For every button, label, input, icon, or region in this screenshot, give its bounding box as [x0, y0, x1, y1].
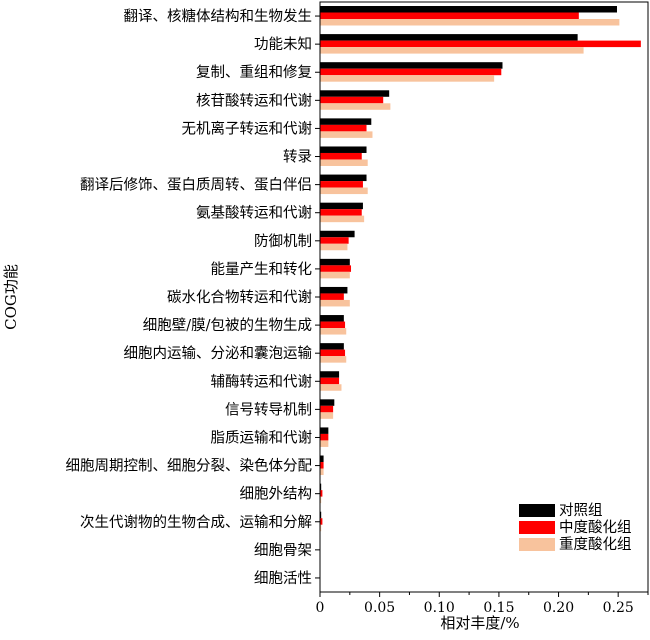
bar-1-11 — [320, 287, 347, 294]
bar-3-15 — [320, 412, 333, 419]
y-tick-label-9: 防御机制 — [254, 233, 312, 250]
bar-3-7 — [320, 188, 368, 195]
y-tick-label-18: 细胞外结构 — [240, 486, 313, 503]
bar-2-7 — [320, 181, 363, 188]
bar-3-8 — [320, 216, 364, 223]
y-axis: 翻译、核糖体结构和生物发生功能未知复制、重组和修复核苷酸转运和代谢无机离子转运和… — [66, 8, 321, 587]
bar-2-6 — [320, 153, 362, 160]
bar-3-11 — [320, 300, 350, 307]
legend-label-2: 中度酸化组 — [559, 519, 632, 536]
bar-1-8 — [320, 203, 363, 210]
bar-2-5 — [320, 125, 367, 132]
bar-1-5 — [320, 118, 371, 125]
bar-3-3 — [320, 75, 494, 82]
y-tick-label-5: 无机离子转运和代谢 — [182, 120, 313, 137]
bar-3-16 — [320, 440, 328, 447]
bar-3-14 — [320, 384, 341, 391]
bar-1-14 — [320, 371, 339, 378]
bar-2-17 — [320, 462, 324, 469]
y-tick-label-7: 翻译后修饰、蛋白质周转、蛋白伴侣 — [80, 177, 312, 194]
y-tick-label-11: 碳水化合物转运和代谢 — [167, 289, 312, 306]
bar-1-13 — [320, 343, 344, 350]
bar-1-4 — [320, 90, 389, 97]
bar-3-12 — [320, 328, 346, 335]
legend-swatch-2 — [519, 521, 555, 534]
legend-swatch-1 — [519, 504, 555, 517]
y-tick-label-10: 能量产生和转化 — [211, 261, 313, 278]
bar-1-6 — [320, 146, 367, 153]
legend-label-1: 对照组 — [559, 502, 603, 519]
y-tick-label-21: 细胞活性 — [254, 570, 312, 587]
bar-1-12 — [320, 315, 344, 322]
bar-1-17 — [320, 456, 324, 463]
bar-2-2 — [320, 41, 641, 48]
bar-3-4 — [320, 103, 390, 110]
y-tick-label-4: 核苷酸转运和代谢 — [196, 92, 312, 109]
bar-3-13 — [320, 356, 346, 363]
bar-3-2 — [320, 47, 584, 54]
bar-2-8 — [320, 209, 362, 216]
bar-3-9 — [320, 244, 347, 251]
bar-1-1 — [320, 6, 617, 13]
bar-2-16 — [320, 434, 328, 441]
bar-2-4 — [320, 97, 383, 104]
x-tick-label-5: 0.20 — [543, 600, 574, 616]
bar-1-10 — [320, 259, 350, 266]
legend-swatch-3 — [519, 538, 555, 551]
bar-2-1 — [320, 13, 579, 20]
y-tick-label-16: 脂质运输和代谢 — [211, 429, 313, 446]
x-tick-label-6: 0.25 — [603, 600, 634, 616]
legend-label-3: 重度酸化组 — [559, 536, 632, 553]
bar-1-16 — [320, 427, 328, 434]
y-tick-label-14: 辅酶转运和代谢 — [211, 373, 313, 390]
bar-1-9 — [320, 231, 355, 238]
bars-layer — [320, 6, 641, 587]
bar-2-3 — [320, 69, 501, 76]
bar-3-17 — [320, 469, 324, 476]
bar-3-6 — [320, 159, 368, 166]
bar-3-5 — [320, 131, 372, 138]
y-tick-label-3: 复制、重组和修复 — [196, 63, 312, 81]
x-axis-title: 相对丰度/% — [440, 614, 519, 632]
y-tick-label-19: 次生代谢物的生物合成、运输和分解 — [80, 514, 312, 531]
bar-2-13 — [320, 350, 345, 357]
y-tick-label-17: 细胞周期控制、细胞分裂、染色体分配 — [66, 458, 313, 475]
bar-1-3 — [320, 62, 502, 69]
bar-1-2 — [320, 34, 578, 41]
bar-3-10 — [320, 272, 350, 279]
bar-2-11 — [320, 293, 344, 300]
y-tick-label-1: 翻译、核糖体结构和生物发生 — [124, 8, 313, 25]
y-tick-label-13: 细胞内运输、分泌和囊泡运输 — [124, 345, 313, 362]
y-tick-label-15: 信号转导机制 — [225, 401, 312, 418]
x-tick-label-1: 0 — [316, 600, 325, 616]
y-tick-label-6: 转录 — [283, 149, 312, 166]
y-tick-label-20: 细胞骨架 — [254, 542, 312, 559]
y-axis-title: COG功能 — [2, 264, 20, 330]
y-tick-label-8: 氨基酸转运和代谢 — [196, 205, 312, 222]
bar-3-1 — [320, 19, 619, 26]
x-tick-label-2: 0.05 — [364, 600, 395, 616]
bar-2-12 — [320, 322, 345, 329]
bar-1-7 — [320, 175, 367, 182]
y-tick-label-12: 细胞壁/膜/包被的生物生成 — [143, 317, 312, 334]
bar-2-9 — [320, 237, 349, 244]
bar-2-15 — [320, 406, 333, 413]
bar-2-10 — [320, 265, 351, 272]
bar-1-15 — [320, 399, 334, 406]
y-tick-label-2: 功能未知 — [254, 36, 312, 53]
bar-2-14 — [320, 378, 339, 385]
